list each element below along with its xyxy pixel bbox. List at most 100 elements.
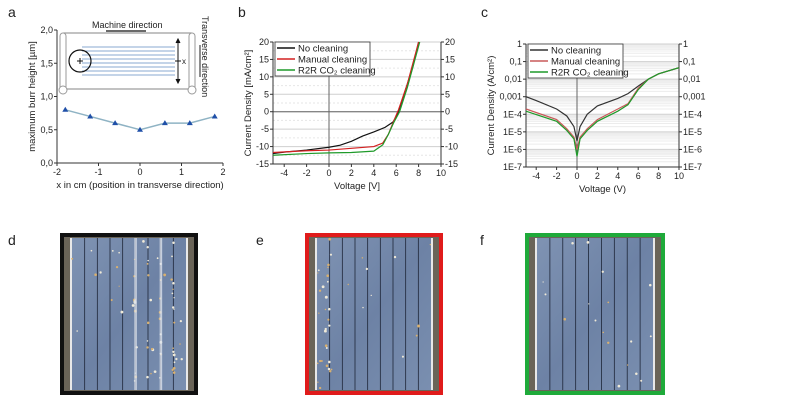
defect-particle (115, 265, 119, 269)
busbar (186, 238, 188, 390)
defect-particle (370, 294, 372, 297)
module-cells (317, 238, 431, 390)
panel-label-a: a (8, 4, 16, 20)
defect-particle (173, 361, 176, 364)
roller-end (58, 85, 68, 95)
defect-particle (179, 320, 183, 323)
defect-particle (171, 292, 174, 295)
panel-label-f: f (480, 232, 484, 248)
series-line-1 (272, 41, 420, 154)
roll-circle (68, 49, 92, 73)
y-tick-label-right: 1E-4 (683, 109, 702, 119)
defect-particle (417, 324, 421, 328)
defect-particle (146, 246, 149, 249)
defect-particle (76, 330, 78, 332)
data-point (137, 126, 143, 132)
y-tick-label: 1E-6 (503, 144, 522, 154)
busbar (70, 238, 72, 390)
defect-particle (640, 379, 643, 382)
defect-particle (146, 340, 149, 342)
y-tick-label-right: 10 (445, 72, 455, 82)
defect-particle (318, 289, 322, 292)
x-tick-label: 6 (636, 171, 641, 181)
y-tick-label-right: 0,1 (683, 57, 696, 67)
defect-particle (326, 274, 329, 278)
y-tick-label: 1,0 (40, 92, 53, 102)
inset-diagram: x Machine direction Transverse direction (58, 16, 210, 97)
defect-particle (649, 335, 652, 338)
data-point (186, 120, 193, 126)
y-tick-label-right: 1E-7 (683, 162, 702, 172)
defect-particle (326, 280, 329, 283)
defect-particle (317, 272, 319, 274)
module-photo-e (305, 233, 443, 395)
series-line-2 (272, 41, 421, 156)
defect-particle (153, 370, 157, 374)
busbar (535, 238, 537, 390)
data-point (112, 120, 119, 126)
defect-particle (563, 317, 567, 321)
defect-particle (120, 310, 124, 314)
roll-center-mark (77, 58, 83, 64)
defect-particle (362, 306, 364, 309)
busbar (431, 238, 433, 390)
transverse-direction-label: Transverse direction (200, 16, 210, 97)
defect-particle (172, 241, 175, 245)
x-tick-label: 4 (615, 171, 620, 181)
right-roller (188, 32, 196, 91)
defect-particle (324, 295, 328, 299)
defect-particle (94, 273, 97, 277)
defect-particle (99, 271, 102, 274)
defect-particle (170, 278, 173, 281)
defect-particle (586, 241, 590, 244)
defect-particle (173, 297, 175, 299)
module-cells (72, 238, 186, 390)
defect-particle (594, 319, 597, 322)
defect-particle (361, 257, 364, 259)
module-photo-f (525, 233, 665, 395)
y-tick-label: 5 (264, 89, 269, 99)
x-tick-label: -2 (303, 168, 311, 178)
defect-particle (172, 347, 174, 349)
defect-particle (324, 308, 327, 311)
legend-entry: Manual cleaning (551, 57, 620, 68)
defect-particle (175, 357, 178, 361)
defect-particle (150, 372, 152, 375)
defect-particle (329, 253, 333, 256)
defect-particle (325, 346, 328, 349)
defect-particle (365, 267, 369, 271)
y-tick-label-right: 0 (445, 107, 450, 117)
defect-particle (327, 266, 329, 269)
y-axis-label: maximum burr height [µm] (27, 41, 38, 152)
y-tick-label: 0,0 (40, 158, 53, 168)
panel-label-d: d (8, 232, 16, 248)
defect-particle (146, 262, 149, 265)
x-tick-label: 0 (574, 171, 579, 181)
y-tick-label: 0,5 (40, 125, 53, 135)
x-tick-label: -2 (53, 167, 61, 177)
defect-particle (648, 283, 652, 287)
defect-particle (328, 324, 331, 327)
defect-particle (180, 357, 183, 361)
module-cells (537, 238, 653, 390)
defect-particle (617, 384, 621, 388)
defect-particle (327, 318, 330, 321)
defect-particle (179, 343, 181, 345)
y-tick-label: -5 (261, 124, 269, 134)
busbar (315, 238, 317, 390)
x-tick-label: 8 (656, 171, 661, 181)
defect-particle (630, 340, 633, 343)
y-tick-label-right: -15 (445, 159, 458, 169)
x-tick-label: 8 (416, 168, 421, 178)
legend-entry: R2R CO₂ cleaning (298, 66, 376, 77)
defect-particle (163, 273, 167, 277)
roller-end (187, 85, 197, 95)
x-tick-label: 10 (674, 171, 684, 181)
defect-particle (146, 321, 150, 325)
defect-particle (146, 375, 149, 379)
x-tick-label: 2 (349, 168, 354, 178)
defect-particle (544, 293, 547, 296)
x-tick-label: 4 (371, 168, 376, 178)
